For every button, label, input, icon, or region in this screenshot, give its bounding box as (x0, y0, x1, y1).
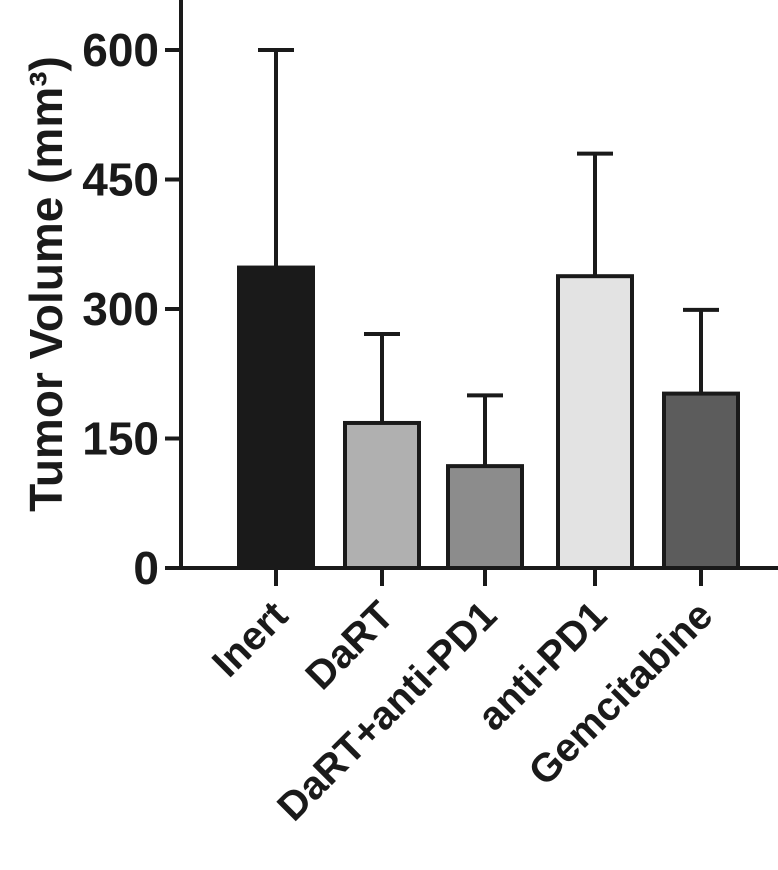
axes-layer (179, 0, 778, 570)
bar-0 (237, 265, 315, 570)
y-tick-label: 150 (82, 413, 159, 465)
bar-2 (446, 464, 524, 571)
y-axis-title: Tumor Volume (mm³) (20, 56, 72, 512)
bar-3 (556, 274, 634, 570)
y-ticks-layer: 0 150 300 450 600 (82, 24, 181, 594)
y-tick-label: 300 (82, 283, 159, 335)
bars-layer (237, 48, 740, 571)
bar-4 (662, 391, 740, 570)
x-tick-label: Inert (204, 593, 296, 685)
bar-1 (343, 420, 421, 570)
y-tick-label: 0 (133, 542, 159, 594)
y-tick-label: 450 (82, 154, 159, 206)
x-ticks-layer: Inert DaRTDaRT+anti-PD1anti-PD1Gemcitabin… (204, 568, 721, 829)
x-tick-label: Gemcitabine (520, 593, 721, 794)
y-tick-label: 600 (82, 24, 159, 76)
